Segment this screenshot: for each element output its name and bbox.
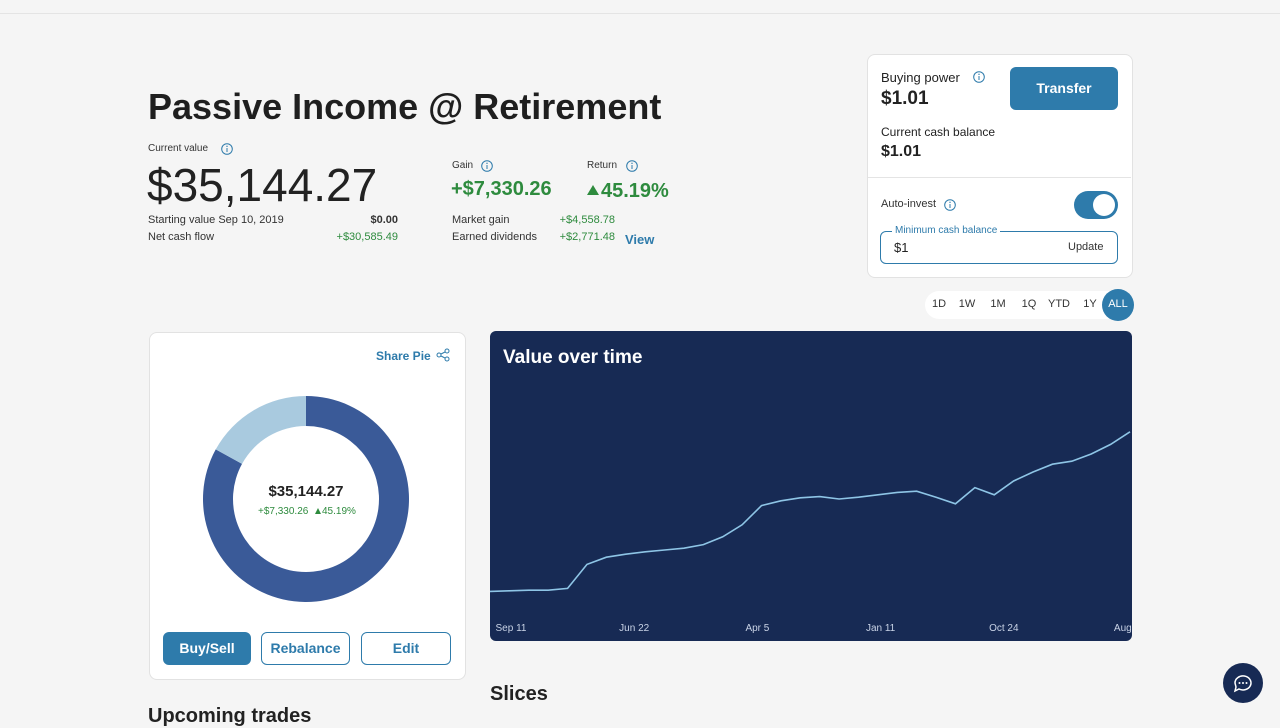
label: Return xyxy=(587,160,618,171)
range-tab[interactable]: 1Q xyxy=(1021,298,1037,310)
gain: +$7,330.26 xyxy=(451,178,552,200)
value: $1.01 xyxy=(881,88,929,109)
divider xyxy=(868,177,1131,178)
label: Starting value Sep 10, 2019 xyxy=(148,214,284,226)
value: +$2,771.48 xyxy=(559,231,615,243)
pie-center-return: 45.19% xyxy=(322,506,356,517)
x-tick-label: Oct 24 xyxy=(989,623,1019,634)
buy-sell-button[interactable]: Buy/Sell xyxy=(163,632,251,665)
range-tab[interactable]: 1Y xyxy=(1083,298,1097,310)
info-icon[interactable] xyxy=(973,71,985,83)
view-link[interactable]: View xyxy=(625,232,655,247)
label: Current value xyxy=(148,143,209,154)
label: Market gain xyxy=(452,214,510,226)
pie-center-gain: +$7,330.26 xyxy=(258,506,309,517)
value-chart: Value over time Sep 11 Jun 22 Apr 5 Jan 11 O… xyxy=(490,331,1132,641)
rebalance-button[interactable]: Rebalance xyxy=(261,632,350,665)
range-tab[interactable]: ALL xyxy=(1108,298,1128,310)
label: Auto-invest xyxy=(881,198,937,210)
return: 45.19% xyxy=(601,180,669,202)
label: Earned dividends xyxy=(452,231,538,243)
chat-button[interactable] xyxy=(1223,663,1263,703)
value: +$4,558.78 xyxy=(559,214,615,226)
toggle[interactable] xyxy=(1074,191,1118,219)
update-button[interactable]: Update xyxy=(1068,241,1104,253)
x-tick-label: Apr 5 xyxy=(745,623,769,634)
x-tick-label: Aug 5 xyxy=(1114,623,1132,634)
label: Gain xyxy=(452,160,474,171)
range-tab[interactable]: 1D xyxy=(931,298,947,310)
info-icon[interactable] xyxy=(626,160,638,172)
up-arrow xyxy=(587,185,599,195)
edit-button[interactable]: Edit xyxy=(361,632,451,665)
x-tick-label: Sep 11 xyxy=(496,623,527,634)
input-value: $1 xyxy=(894,240,909,255)
value: $1.01 xyxy=(881,143,922,160)
chart-background xyxy=(490,331,1132,641)
info-icon[interactable] xyxy=(221,143,233,155)
range-tabs xyxy=(925,291,1132,319)
page-title: Passive Income @ Retirement xyxy=(148,86,662,127)
label: Buying power xyxy=(881,70,960,85)
info-icon[interactable] xyxy=(944,199,956,211)
value-line xyxy=(490,431,1131,593)
up-arrow xyxy=(315,508,321,514)
label: Current cash balance xyxy=(881,125,996,139)
label: Net cash flow xyxy=(148,231,215,243)
pie-slice xyxy=(215,396,306,464)
value: +$30,585.49 xyxy=(336,231,398,243)
x-tick-label: Jun 22 xyxy=(619,623,649,634)
share-link[interactable]: Share Pie xyxy=(376,349,431,363)
transfer-button[interactable]: Transfer xyxy=(1010,67,1118,110)
top-bar-border xyxy=(0,13,1280,14)
share-icon[interactable] xyxy=(436,348,450,362)
range-tab[interactable]: 1M xyxy=(990,298,1006,310)
active-tab-bg xyxy=(1102,289,1134,321)
current-value: $35,144.27 xyxy=(147,159,378,211)
donut-chart xyxy=(202,396,410,602)
range-tab[interactable]: YTD xyxy=(1048,298,1070,310)
pie-center-value: $35,144.27 xyxy=(268,483,344,500)
chart-title: Value over time xyxy=(503,347,642,368)
section-title: Upcoming trades xyxy=(148,705,312,727)
value: $0.00 xyxy=(370,214,398,226)
pie-card xyxy=(149,332,466,680)
range-tab[interactable]: 1W xyxy=(958,298,976,310)
x-tick-label: Jan 11 xyxy=(866,623,896,634)
input-label: Minimum cash balance xyxy=(892,225,1001,236)
section-title: Slices xyxy=(490,683,548,705)
info-icon[interactable] xyxy=(481,160,493,172)
